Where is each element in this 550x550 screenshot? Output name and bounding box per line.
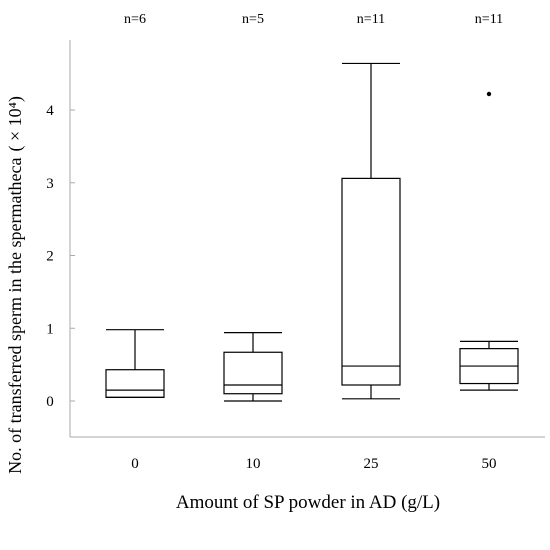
y-tick-label: 2 <box>46 249 54 265</box>
box-50 <box>459 91 519 391</box>
y-tick-label: 1 <box>46 321 54 337</box>
y-axis-ticks: 0 1 2 3 4 <box>46 103 75 410</box>
sample-size-label: n=11 <box>475 12 503 27</box>
sample-size-label: n=5 <box>242 12 264 27</box>
x-tick-label: 0 <box>131 456 139 472</box>
y-tick-label: 3 <box>46 176 54 192</box>
x-axis-label: Amount of SP powder in AD (g/L) <box>176 492 440 513</box>
y-tick-label: 0 <box>46 394 54 410</box>
sample-size-labels: n=6 n=5 n=11 n=11 <box>124 12 503 27</box>
sample-size-label: n=11 <box>357 12 385 27</box>
outlier-point <box>486 91 492 97</box>
y-axis-label: No. of transferred sperm in the spermath… <box>5 96 26 474</box>
y-axis-label-unit: ( × 10⁴) <box>5 96 26 151</box>
x-axis-ticks: 0 10 25 50 <box>131 456 496 472</box>
y-tick-label: 4 <box>46 103 54 119</box>
box-0 <box>105 329 165 398</box>
x-tick-label: 25 <box>364 456 379 472</box>
x-tick-label: 50 <box>482 456 497 472</box>
box-10 <box>223 332 283 402</box>
interquartile-box <box>105 369 165 398</box>
x-tick-label: 10 <box>246 456 261 472</box>
box-25 <box>341 62 401 400</box>
interquartile-box <box>223 351 283 395</box>
sample-size-label: n=6 <box>124 12 146 27</box>
y-axis-label-text: No. of transferred sperm in the spermath… <box>5 158 25 474</box>
box-series <box>105 62 519 402</box>
interquartile-box <box>341 177 401 386</box>
